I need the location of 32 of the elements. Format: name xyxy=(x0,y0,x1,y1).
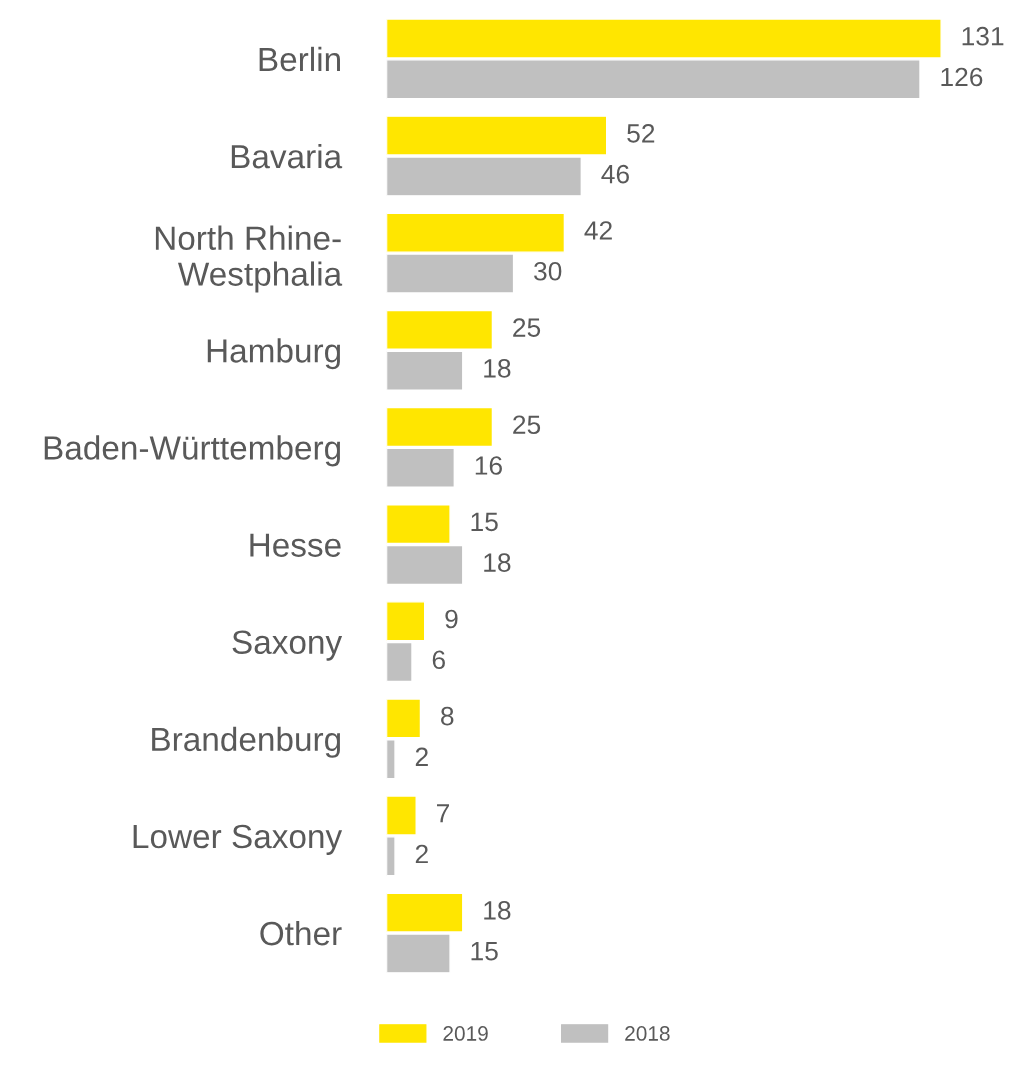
data-label: 30 xyxy=(534,261,562,281)
data-label: 18 xyxy=(484,359,511,378)
y-tick-label: Other xyxy=(260,920,342,946)
data-label: 2 xyxy=(415,844,428,864)
legend-label: 2019 xyxy=(443,1026,488,1041)
data-label: 131 xyxy=(962,26,1004,46)
data-label: 8 xyxy=(441,706,454,726)
legend-label: 2018 xyxy=(625,1026,670,1041)
y-tick-label: Hamburg xyxy=(207,338,340,370)
y-tick-label: Brandenburg xyxy=(152,726,341,758)
y-tick-label: Saxony xyxy=(232,630,343,661)
y-tick-label: Lower Saxony xyxy=(133,824,343,855)
data-label: 16 xyxy=(475,456,502,475)
data-label: 42 xyxy=(584,221,612,240)
y-tick-label: Hesse xyxy=(250,533,341,557)
data-label: 18 xyxy=(484,553,511,572)
data-label: 18 xyxy=(484,901,511,920)
data-label: 126 xyxy=(941,67,983,87)
y-tick-label: Baden-Württemberg xyxy=(44,435,341,467)
data-label: 7 xyxy=(437,804,450,823)
data-label: 2 xyxy=(415,747,428,766)
data-label: 25 xyxy=(513,415,541,435)
y-tick-label: Bavaria xyxy=(231,143,343,169)
data-label: 15 xyxy=(471,512,498,532)
data-label: 9 xyxy=(445,609,458,629)
data-label: 25 xyxy=(513,318,541,337)
y-tick-label: Berlin xyxy=(259,46,340,72)
data-label: 15 xyxy=(471,942,498,961)
data-label: 52 xyxy=(627,124,655,143)
data-label: 6 xyxy=(432,650,445,670)
data-label: 46 xyxy=(601,164,629,184)
y-tick-label: North Rhine- Westphalia xyxy=(155,225,343,293)
